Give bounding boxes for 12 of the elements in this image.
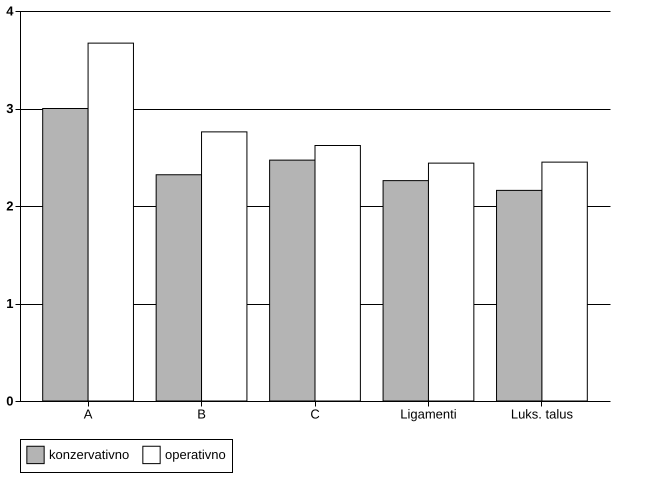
x-tick-label: C [310,406,320,422]
y-tick-label: 3 [6,101,14,116]
y-tick-label: 2 [6,198,14,214]
y-tick-label: 0 [6,394,14,408]
x-tick-label: B [197,406,206,422]
legend-label: operativno [165,446,226,462]
x-tick-label: A [84,406,93,422]
x-tick-label: Luks. talus [510,406,574,422]
legend-label: konzervativno [49,446,130,462]
y-tick-label: 4 [6,4,14,18]
x-tick-label: Ligamenti [400,406,457,422]
y-tick-label: 1 [6,296,14,311]
